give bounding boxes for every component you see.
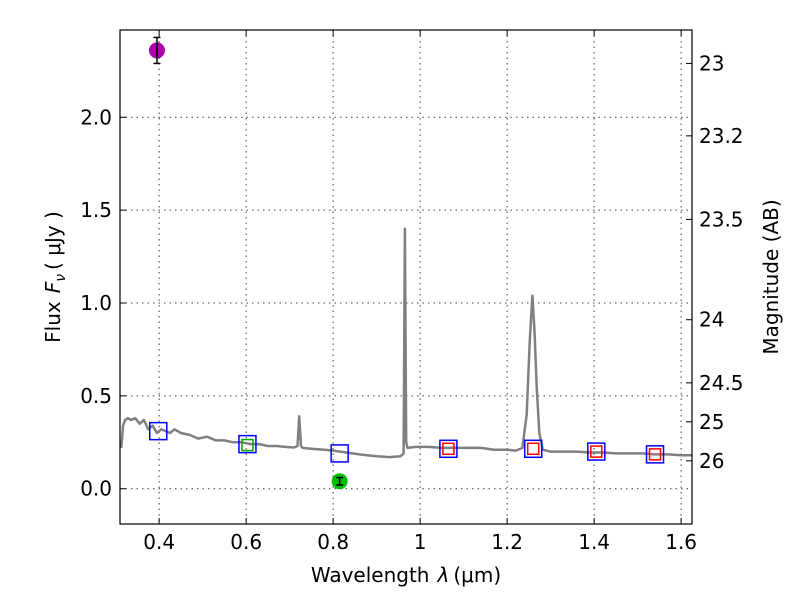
- box-marker: [526, 442, 540, 456]
- x-tick-label: 0.8: [317, 530, 349, 554]
- y2-tick-label: 23.5: [699, 207, 744, 231]
- box-marker: [587, 442, 606, 461]
- x-axis-symbol: λ: [437, 563, 450, 587]
- x-axis-unit: (μm): [453, 563, 501, 587]
- y-tick-label: 0.5: [80, 384, 112, 408]
- x-tick-label: 1: [414, 530, 427, 554]
- box-marker: [149, 421, 168, 441]
- y2-tick-label: 26: [699, 449, 724, 473]
- series-layer: [120, 36, 692, 490]
- y2-axis-title: Magnitude (AB): [759, 199, 783, 354]
- box-marker: [442, 442, 455, 456]
- box-marker: [439, 439, 458, 459]
- x-tick-label: 1.2: [491, 530, 523, 554]
- x-axis-label: Wavelength: [311, 563, 430, 587]
- y-axis-symbol: F: [41, 281, 65, 293]
- y-tick-label: 1.0: [80, 291, 112, 315]
- y-tick-label: 0.0: [80, 477, 112, 501]
- y2-tick-label: 25: [699, 410, 724, 434]
- box-marker: [238, 434, 257, 454]
- box-marker: [241, 438, 254, 452]
- y-axis-label: Flux: [41, 301, 65, 343]
- plot-frame: [119, 29, 693, 525]
- x-axis-title: Wavelength λ (μm): [311, 563, 501, 587]
- x-tick-label: 1.6: [665, 530, 697, 554]
- tick-layer: 0.4 0.6 0.8 1 1.2 1.4 1.6 0.0 0.5 1.0 1.5 2.0 23 23.2…: [80, 30, 744, 554]
- box-marker: [330, 444, 349, 463]
- y-tick-label: 1.5: [80, 198, 112, 222]
- y2-tick-label: 23: [699, 51, 724, 75]
- y2-tick-label: 24: [699, 308, 724, 332]
- spectrum-line: [120, 227, 692, 459]
- y-axis-subscript: ν: [53, 274, 69, 282]
- box-marker: [648, 448, 662, 461]
- y-axis-unit: ( μJy ): [41, 211, 65, 270]
- box-marker: [523, 439, 543, 459]
- x-tick-label: 1.4: [578, 530, 610, 554]
- y-tick-label: 2.0: [80, 105, 112, 129]
- y2-tick-label: 23.2: [699, 124, 744, 148]
- x-tick-label: 0.6: [230, 530, 262, 554]
- y2-tick-label: 24.5: [699, 371, 744, 395]
- box-marker: [645, 445, 665, 464]
- y-axis-title: Flux Fν ( μJy ): [41, 211, 69, 343]
- box-marker: [590, 445, 603, 458]
- x-tick-label: 0.4: [143, 530, 175, 554]
